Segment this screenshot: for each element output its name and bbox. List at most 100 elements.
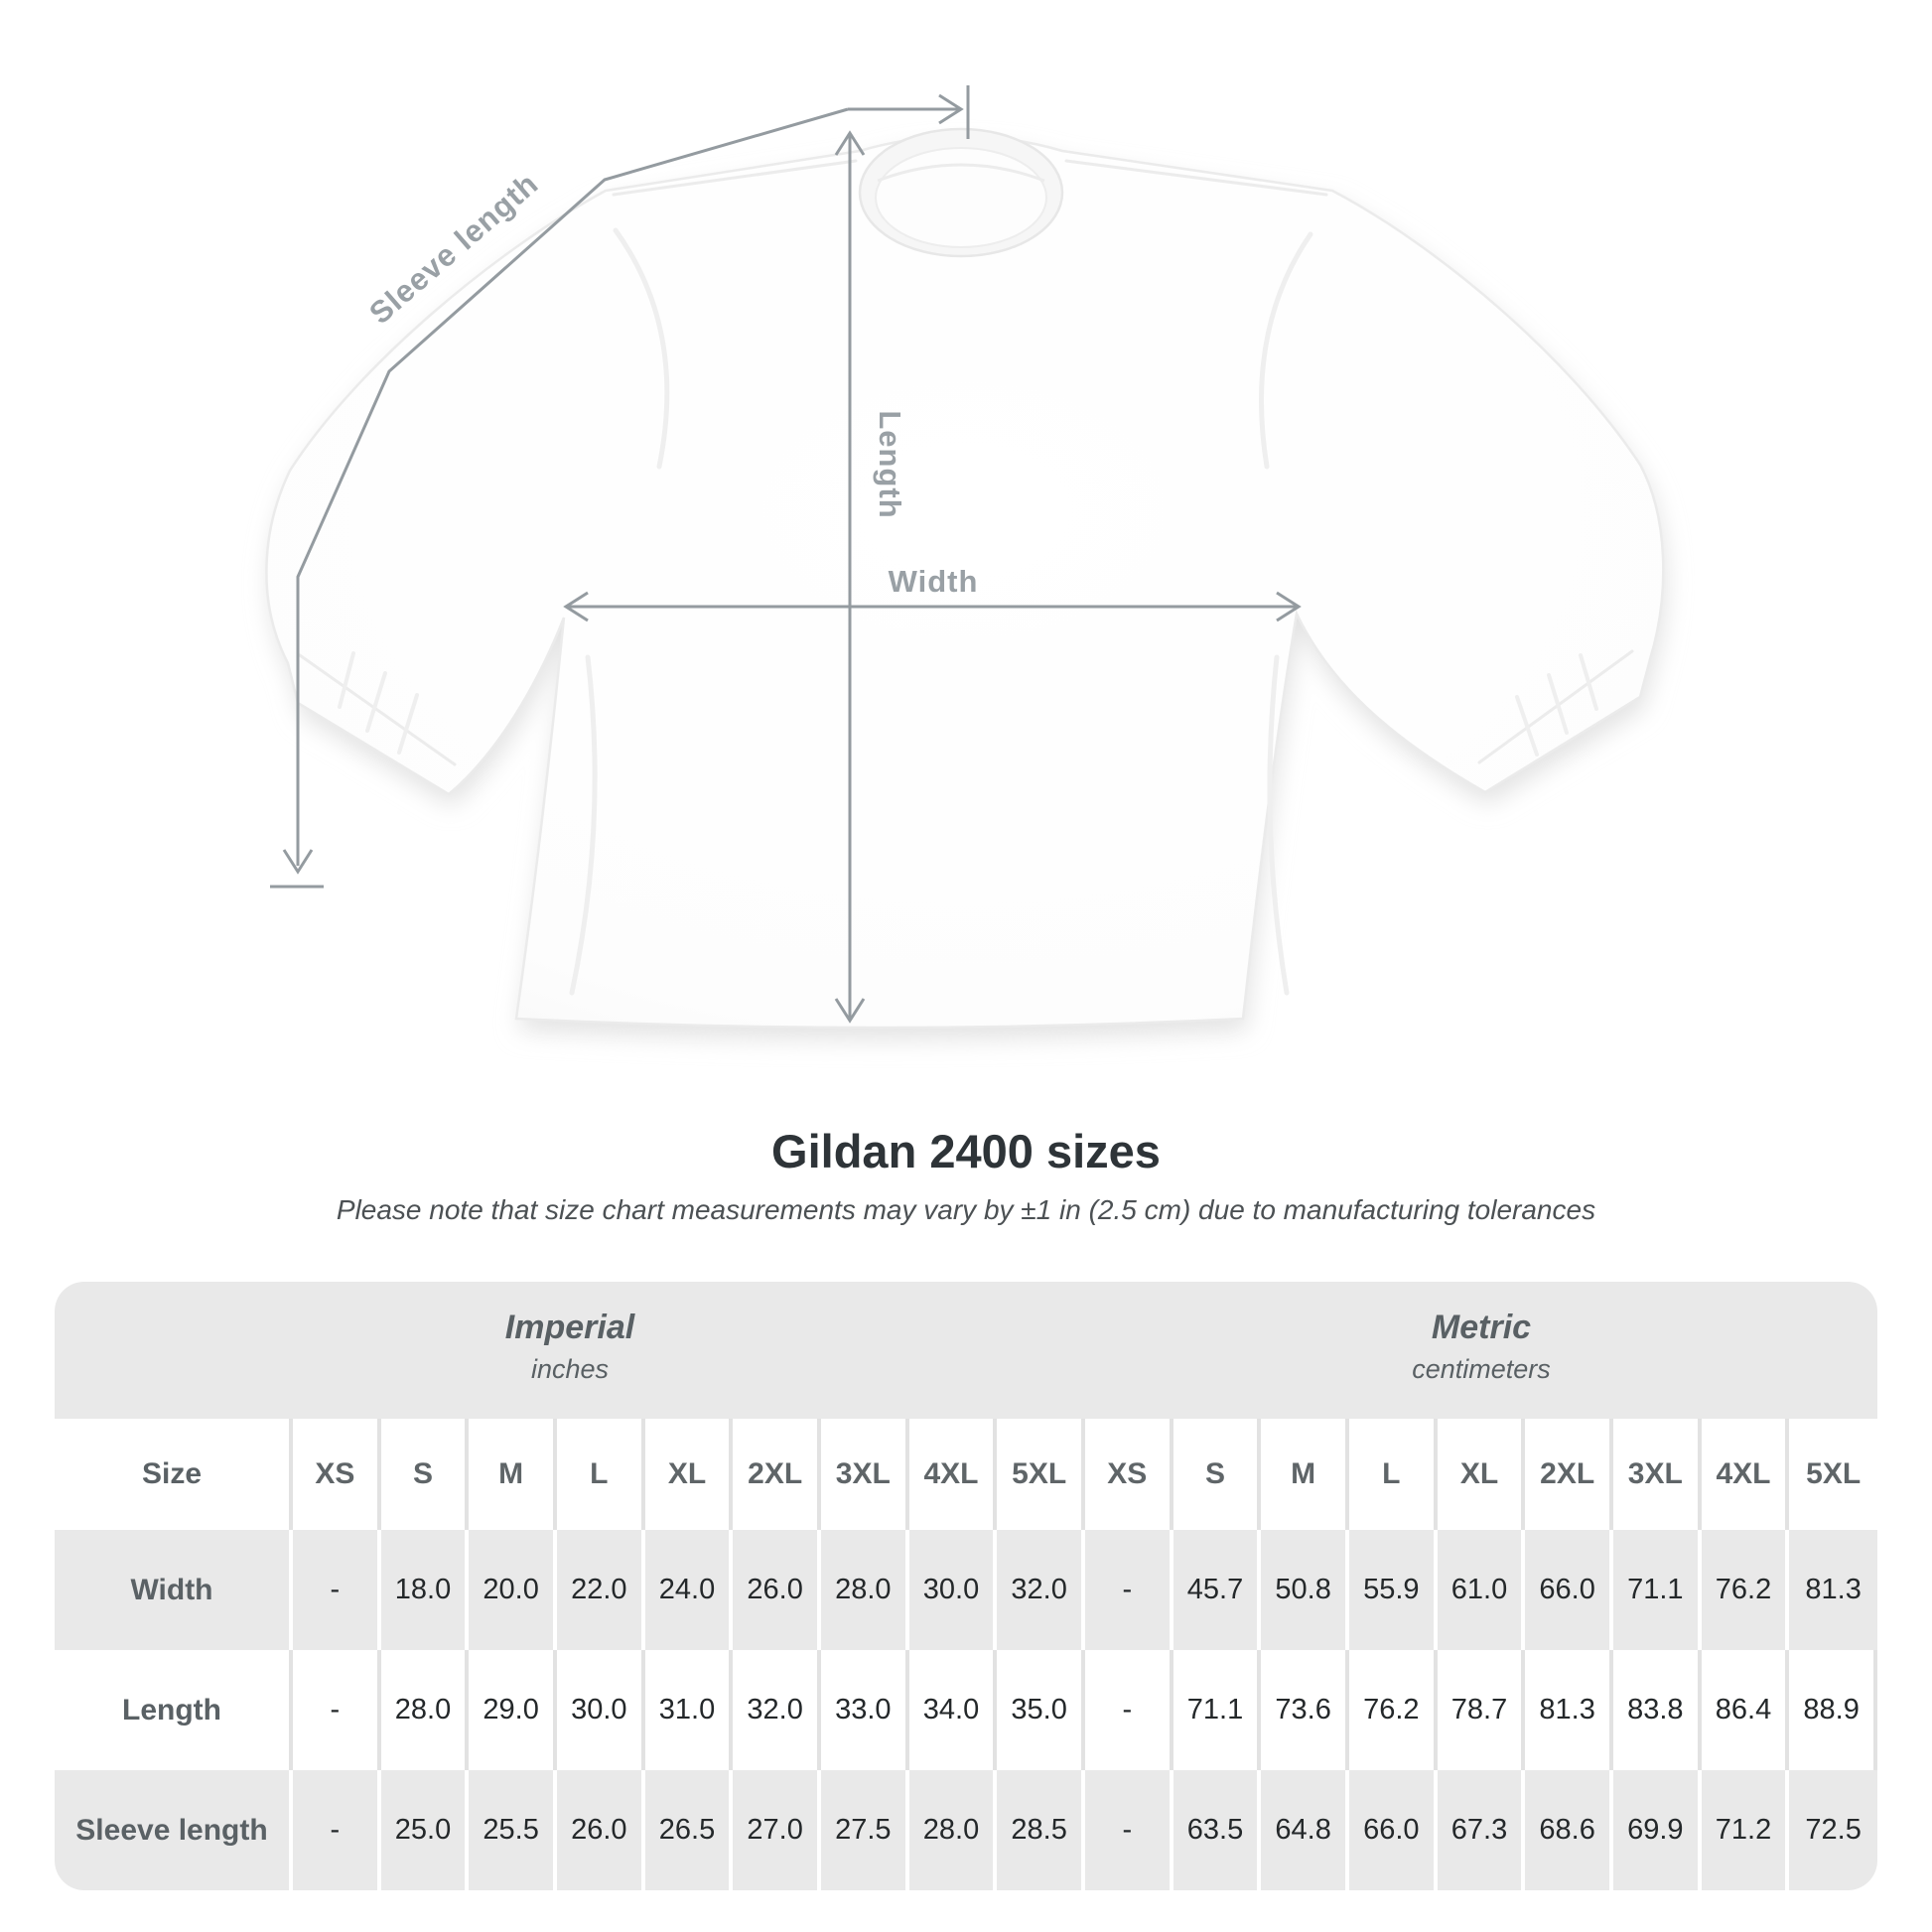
width-label: Width: [889, 564, 979, 599]
row-label: Sleeve length: [55, 1770, 293, 1890]
value-cell: 25.0: [381, 1770, 470, 1890]
size-header-cell: XL: [1438, 1419, 1526, 1530]
size-header-cell: 5XL: [1806, 1457, 1862, 1490]
value-cell: 67.3: [1438, 1770, 1526, 1890]
page-title: Gildan 2400 sizes: [771, 1125, 1161, 1177]
value-cell: 30.0: [557, 1650, 645, 1770]
sleeve-length-row: Sleeve length -25.0 25.5 26.0 26.5 27.0 27.5 2…: [55, 1770, 1877, 1890]
fabric-folds: [298, 159, 1634, 996]
size-header-cell: 5XL: [997, 1419, 1085, 1530]
size-header-cell: M: [469, 1419, 557, 1530]
size-header-cell: 3XL: [1613, 1419, 1702, 1530]
value-cell: 45.7: [1173, 1530, 1262, 1650]
value-cell: 26.0: [557, 1770, 645, 1890]
metric-section-header: Metric centimeters: [1085, 1282, 1877, 1419]
value-cell: -: [1085, 1650, 1173, 1770]
value-cell: 22.0: [557, 1530, 645, 1650]
shirt-diagram: Sleeve length Length Width: [265, 85, 1667, 1039]
size-column-header: Size: [55, 1419, 293, 1530]
shirt-collar: [858, 127, 1064, 258]
value-cell: 27.0: [733, 1770, 821, 1890]
value-cell: -: [293, 1770, 381, 1890]
size-header-cell: 3XL: [821, 1419, 909, 1530]
size-header-cell: XL: [645, 1419, 734, 1530]
size-header-cell: L: [557, 1419, 645, 1530]
value-cell: 73.6: [1261, 1650, 1349, 1770]
value-cell: 32.0: [997, 1530, 1085, 1650]
value-cell: 76.2: [1702, 1530, 1790, 1650]
measurement-lines: [270, 85, 1302, 1024]
size-header-cell: 2XL: [1525, 1419, 1613, 1530]
value-cell: 63.5: [1173, 1770, 1262, 1890]
units-band: Imperial inches Metric centimeters: [55, 1282, 1877, 1419]
sleeve-arrowhead-bottom: [282, 849, 314, 875]
value-cell: 24.0: [645, 1530, 734, 1650]
row-label: Width: [55, 1530, 293, 1650]
value-cell: 71.1: [1173, 1650, 1262, 1770]
value-cell: 68.6: [1525, 1770, 1613, 1890]
length-label: Length: [873, 410, 907, 518]
size-header-cell: L: [1349, 1419, 1438, 1530]
value-cell: 29.0: [469, 1650, 557, 1770]
value-cell: 18.0: [381, 1530, 470, 1650]
imperial-title: Imperial: [504, 1308, 635, 1346]
size-header-cell: 2XL: [733, 1419, 821, 1530]
size-header-cell: XS: [1085, 1419, 1173, 1530]
value-cell: 86.4: [1702, 1650, 1790, 1770]
size-header-cell: XS: [293, 1419, 381, 1530]
value-cell: 72.5: [1805, 1814, 1862, 1846]
shirt-body: [265, 127, 1665, 1030]
value-cell: 76.2: [1349, 1650, 1438, 1770]
value-cell: 81.3: [1805, 1574, 1862, 1605]
value-cell: 28.0: [821, 1530, 909, 1650]
value-cell: 35.0: [997, 1650, 1085, 1770]
value-cell: 30.0: [909, 1530, 998, 1650]
size-table: Imperial inches Metric centimeters Size …: [55, 1282, 1877, 1890]
length-row: Length -28.0 29.0 30.0 31.0 32.0 33.0 34.0 35.0…: [55, 1650, 1877, 1770]
width-row: Width -18.0 20.0 22.0 24.0 26.0 28.0 30.0 32.0-…: [55, 1530, 1877, 1650]
value-cell: 64.8: [1261, 1770, 1349, 1890]
value-cell: 55.9: [1349, 1530, 1438, 1650]
value-cell: 32.0: [733, 1650, 821, 1770]
value-cell: 26.5: [645, 1770, 734, 1890]
size-header-row: Size XS S M L XL 2XL 3XL 4XL 5XL XS S M L XL 2XL 3XL 4XL…: [55, 1419, 1877, 1530]
size-header-cell: 4XL: [1702, 1419, 1790, 1530]
value-cell: -: [1085, 1530, 1173, 1650]
value-cell: 71.2: [1702, 1770, 1790, 1890]
metric-unit: centimeters: [1412, 1353, 1551, 1384]
page-subtitle: Please note that size chart measurements…: [336, 1194, 1596, 1225]
value-cell: 88.9: [1789, 1650, 1877, 1770]
value-cell: -: [293, 1530, 381, 1650]
value-cell: 61.0: [1438, 1530, 1526, 1650]
value-cell: 83.8: [1613, 1650, 1702, 1770]
size-header-cell: S: [381, 1419, 470, 1530]
row-label: Length: [55, 1650, 293, 1770]
sleeve-length-line: [296, 107, 849, 866]
value-cell: 26.0: [733, 1530, 821, 1650]
value-cell: 66.0: [1525, 1530, 1613, 1650]
metric-title: Metric: [1431, 1308, 1532, 1346]
value-cell: 50.8: [1261, 1530, 1349, 1650]
size-header-cell: 4XL: [909, 1419, 998, 1530]
value-cell: 33.0: [821, 1650, 909, 1770]
value-cell: -: [1085, 1770, 1173, 1890]
size-guide-page: Sleeve length Length Width Gildan 2400 s…: [55, 85, 1877, 1890]
width-arrowhead-right: [1276, 591, 1302, 622]
size-header-cell: S: [1173, 1419, 1262, 1530]
length-arrowhead-bottom: [834, 998, 866, 1024]
shirt-diagram-svg: Sleeve length Length Width: [265, 85, 1667, 1039]
sleeve-arrowhead-right: [938, 93, 964, 125]
value-cell: 78.7: [1438, 1650, 1526, 1770]
value-cell: 81.3: [1525, 1650, 1613, 1770]
value-cell: 28.0: [909, 1770, 998, 1890]
size-header-cell: M: [1261, 1419, 1349, 1530]
value-cell: 28.5: [997, 1770, 1085, 1890]
value-cell: 34.0: [909, 1650, 998, 1770]
length-arrowhead-top: [834, 130, 866, 156]
value-cell: 71.1: [1613, 1530, 1702, 1650]
value-cell: 25.5: [469, 1770, 557, 1890]
value-cell: 66.0: [1349, 1770, 1438, 1890]
value-cell: 20.0: [469, 1530, 557, 1650]
value-cell: -: [293, 1650, 381, 1770]
width-arrowhead-left: [563, 591, 589, 622]
